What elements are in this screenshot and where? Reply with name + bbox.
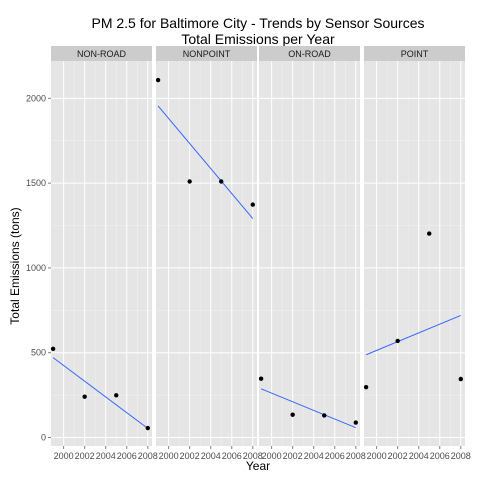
x-tick-label: 2008 bbox=[138, 451, 158, 461]
facet-panel-nonpoint: NONPOINT 2000 2002 2004 2006 2008 bbox=[155, 46, 263, 461]
data-point bbox=[50, 346, 56, 352]
data-point bbox=[353, 420, 358, 425]
chart-title-line-2: Total Emissions per Year bbox=[181, 31, 335, 47]
data-point bbox=[290, 412, 295, 417]
x-tick-label: 2006 bbox=[222, 451, 242, 461]
trend-line bbox=[52, 357, 149, 429]
x-tick-label: 2002 bbox=[283, 451, 303, 461]
x-tick-label: 2000 bbox=[54, 451, 74, 461]
panel-background bbox=[364, 61, 465, 446]
facet-strip bbox=[364, 46, 465, 61]
facet-strip-label: NONPOINT bbox=[183, 49, 231, 59]
x-tick-label: 2002 bbox=[75, 451, 95, 461]
x-tick-label: 2000 bbox=[262, 451, 282, 461]
facet-strip bbox=[259, 46, 360, 61]
y-tick-label: 0 bbox=[41, 433, 46, 443]
facet-panel-on-road: ON-ROAD 2000 2002 2004 2006 2008 bbox=[258, 46, 366, 461]
panel-background bbox=[259, 61, 360, 446]
data-point bbox=[363, 384, 369, 390]
data-point bbox=[427, 231, 432, 236]
facet-strip-label: NON-ROAD bbox=[77, 49, 126, 59]
x-tick-label: 2008 bbox=[346, 451, 366, 461]
y-axis: 0 500 1000 1500 2000 bbox=[26, 93, 51, 443]
data-point bbox=[219, 179, 224, 184]
panel-background bbox=[51, 61, 152, 446]
data-point bbox=[458, 376, 463, 382]
x-tick-label: 2006 bbox=[325, 451, 345, 461]
facet-panel-point: POINT 2000 2002 2004 2006 2008 bbox=[363, 46, 471, 461]
y-tick-label: 2000 bbox=[26, 93, 46, 103]
trend-line bbox=[157, 105, 254, 219]
data-point bbox=[250, 202, 255, 207]
trend-line bbox=[365, 314, 461, 356]
x-axis-title: Year bbox=[246, 459, 270, 473]
x-tick-label: 2002 bbox=[180, 451, 200, 461]
data-point bbox=[145, 425, 150, 431]
trend-line bbox=[260, 388, 356, 429]
chart-title-line-1: PM 2.5 for Baltimore City - Trends by Se… bbox=[91, 15, 424, 31]
facet-strip bbox=[51, 46, 152, 61]
facet-strip-label: POINT bbox=[401, 49, 429, 59]
x-tick-label: 2008 bbox=[451, 451, 471, 461]
data-point bbox=[82, 394, 87, 399]
panel-background bbox=[156, 61, 257, 446]
facet-panel-non-road: NON-ROAD 2000 2002 2004 2006 2008 bbox=[50, 46, 158, 461]
facet-strip bbox=[156, 46, 257, 61]
x-tick-label: 2006 bbox=[430, 451, 450, 461]
x-tick-label: 2004 bbox=[409, 451, 429, 461]
y-tick-label: 1500 bbox=[26, 178, 46, 188]
data-point bbox=[258, 376, 264, 381]
x-tick-label: 2000 bbox=[367, 451, 387, 461]
data-point bbox=[155, 77, 161, 83]
x-tick-label: 2002 bbox=[388, 451, 408, 461]
y-axis-title: Total Emissions (tons) bbox=[8, 207, 22, 324]
data-point bbox=[114, 393, 119, 398]
y-tick-label: 500 bbox=[31, 348, 46, 358]
y-tick-label: 1000 bbox=[26, 263, 46, 273]
x-tick-label: 2004 bbox=[96, 451, 116, 461]
data-point bbox=[322, 413, 327, 418]
x-tick-label: 2008 bbox=[243, 451, 263, 461]
x-tick-label: 2000 bbox=[159, 451, 179, 461]
x-tick-label: 2006 bbox=[117, 451, 137, 461]
data-point bbox=[395, 338, 400, 344]
facet-strip-label: ON-ROAD bbox=[288, 49, 331, 59]
data-point bbox=[187, 179, 192, 184]
x-tick-label: 2004 bbox=[201, 451, 221, 461]
x-tick-label: 2004 bbox=[304, 451, 324, 461]
